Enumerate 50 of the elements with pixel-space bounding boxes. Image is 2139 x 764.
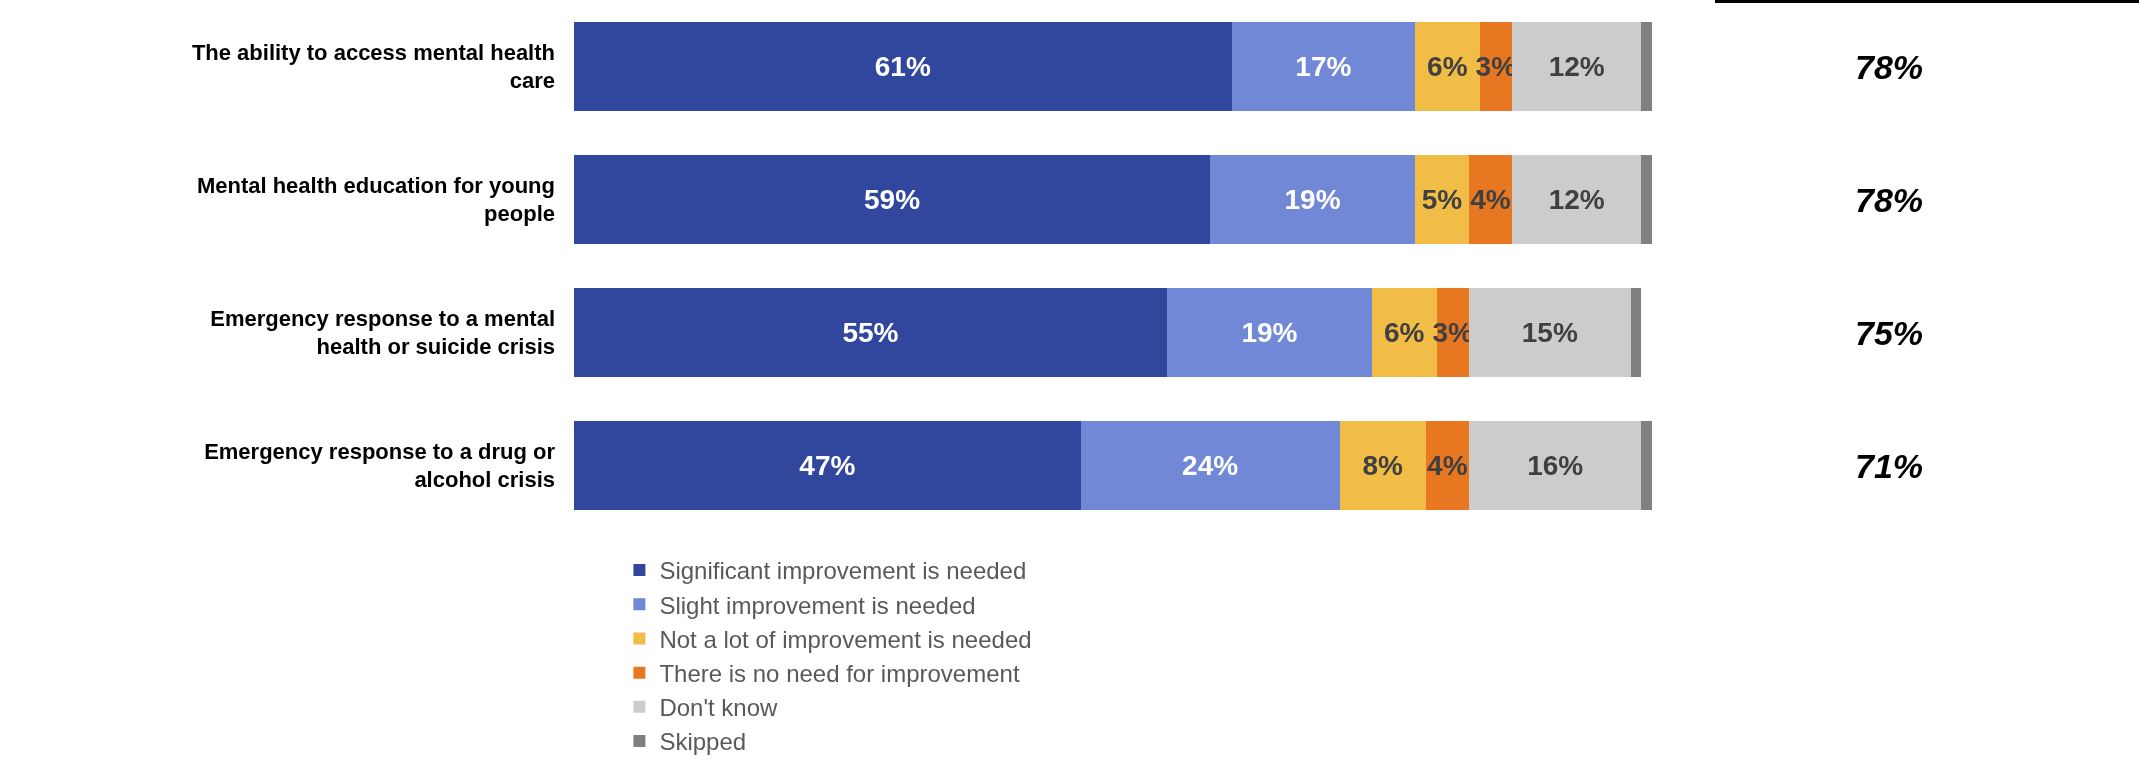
legend-label: Significant improvement is needed: [659, 557, 1027, 585]
data-label: 24%: [1182, 450, 1239, 482]
y-tick-label: Emergency response to a drug or alcohol crisis: [204, 438, 556, 493]
bar: [574, 420, 1081, 511]
bar: [574, 154, 1211, 245]
legend-label: There is no need for improvement: [659, 660, 1020, 688]
text: 78%: [1855, 48, 1924, 86]
data-label: 19%: [1284, 184, 1341, 216]
bar: [1512, 154, 1642, 245]
bar: [1080, 420, 1340, 511]
data-label: 17%: [1295, 51, 1352, 82]
legend-label: Not a lot of improvement is needed: [659, 625, 1032, 653]
data-label: 16%: [1527, 450, 1584, 482]
bar: [1641, 420, 1653, 511]
data-label: 55%: [842, 317, 899, 349]
bar: [1641, 21, 1653, 112]
data-label: 4%: [1427, 450, 1468, 482]
data-label: 15%: [1521, 317, 1578, 349]
data-label: 19%: [1241, 317, 1298, 349]
data-label: 61%: [874, 51, 931, 82]
data-label: 12%: [1548, 51, 1605, 82]
bar: [574, 21, 1232, 112]
y-tick-label: The ability to access mental health care: [191, 39, 555, 94]
text: 71%: [1855, 447, 1924, 485]
bar: [1641, 154, 1653, 245]
bar: [1468, 287, 1631, 378]
data-label: 4%: [1470, 184, 1511, 216]
bar: [1468, 420, 1642, 511]
data-label: 5%: [1421, 184, 1463, 216]
legend-label: Slight improvement is needed: [659, 591, 976, 619]
y-tick-label: Mental health education for young people: [196, 172, 555, 227]
bar: [1512, 21, 1642, 112]
bar: [1630, 287, 1642, 378]
data-label: 47%: [799, 450, 856, 482]
bar: [1210, 154, 1416, 245]
legend-label: Skipped: [659, 728, 747, 756]
bar: [1339, 420, 1426, 511]
bar: [574, 287, 1168, 378]
bar: [1231, 21, 1416, 112]
bar: [1167, 287, 1372, 378]
data-label: 6%: [1383, 317, 1425, 349]
data-label: 12%: [1548, 184, 1605, 216]
data-label: 59%: [864, 184, 921, 216]
data-label: 6%: [1427, 51, 1468, 82]
bar: [1415, 154, 1469, 245]
text: 78%: [1855, 181, 1924, 219]
data-label: 8%: [1362, 450, 1403, 482]
y-tick-label: Emergency response to a mental health or suicide crisis: [210, 305, 555, 360]
text: 75%: [1855, 314, 1924, 352]
legend-label: Don't know: [659, 694, 779, 722]
